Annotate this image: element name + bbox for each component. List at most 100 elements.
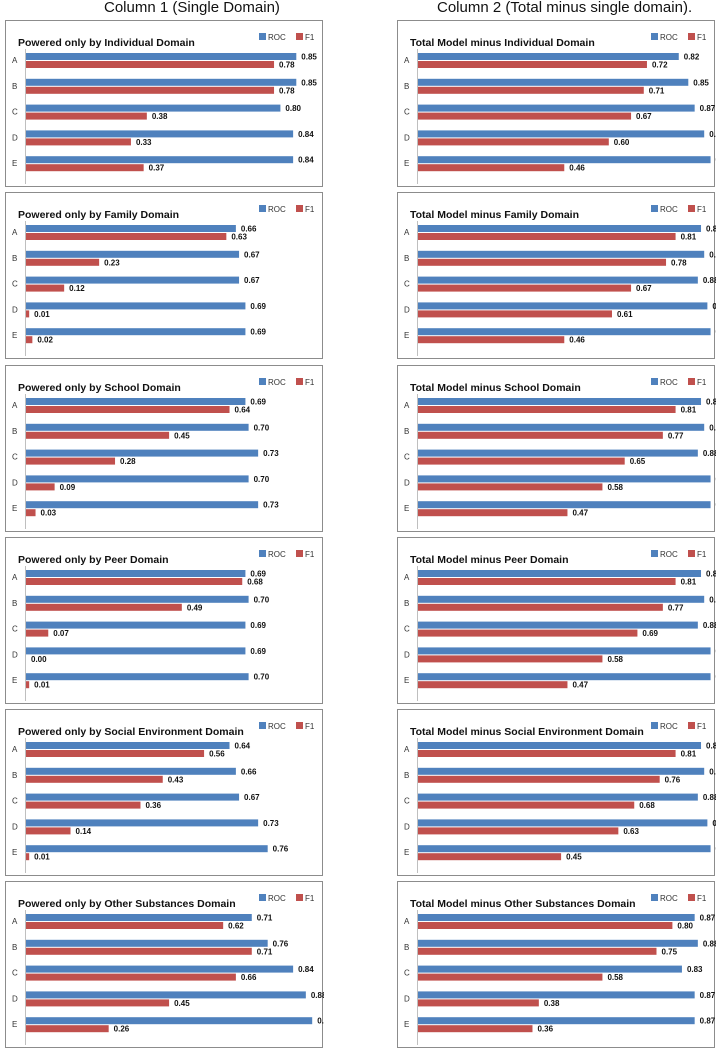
bar-f1 xyxy=(418,406,676,413)
category-label: E xyxy=(12,504,17,513)
bar-roc xyxy=(418,819,708,827)
data-label-roc: 0.66 xyxy=(241,767,257,776)
data-label-roc: 0.88 xyxy=(703,276,716,285)
category-label: E xyxy=(404,848,409,857)
bar-roc xyxy=(418,742,702,749)
data-label-roc: 0.76 xyxy=(273,939,289,948)
bar-f1 xyxy=(418,578,676,585)
legend-swatch-roc xyxy=(651,722,658,729)
category-label: E xyxy=(12,331,17,340)
chart-panel: Total Model minus Individual Domain ROC F1… xyxy=(397,20,716,187)
category-label: E xyxy=(404,676,409,685)
bar-roc xyxy=(26,647,246,655)
chart-legend: ROC F1 xyxy=(259,378,315,387)
bar-roc xyxy=(26,449,259,457)
bar-f1 xyxy=(26,284,65,292)
data-label-f1: 0.75 xyxy=(662,947,678,956)
data-label-f1: 0.68 xyxy=(247,578,263,587)
bar-f1 xyxy=(26,922,224,929)
category-label: C xyxy=(12,625,18,634)
category-label: C xyxy=(12,453,18,462)
data-label-f1: 0.01 xyxy=(34,853,50,862)
bar-f1 xyxy=(26,853,30,861)
data-label-f1: 0.07 xyxy=(53,629,69,638)
bar-f1 xyxy=(418,233,676,240)
category-label: B xyxy=(404,254,409,263)
data-label-roc: 0.70 xyxy=(254,423,270,432)
bar-f1 xyxy=(26,509,36,517)
data-label-f1: 0.71 xyxy=(257,947,273,956)
chart-panel: Total Model minus Family Domain ROC F1 A 0.8… xyxy=(397,192,716,359)
bar-chart: Powered only by School Domain ROC F1A 0.690… xyxy=(12,378,315,529)
data-label-roc: 0.69 xyxy=(250,570,266,579)
data-label-f1: 0.60 xyxy=(614,138,630,147)
chart-panel: Total Model minus Social Environment Dom… xyxy=(397,709,716,876)
chart-title: Total Model minus Peer Domain xyxy=(410,554,569,566)
data-label-f1: 0.46 xyxy=(569,336,585,345)
data-label-roc: 0.89 xyxy=(706,570,716,579)
data-label-roc: 0.83 xyxy=(687,965,703,974)
bar-roc xyxy=(418,328,711,336)
legend-label-f1: F1 xyxy=(697,378,707,387)
bar-f1 xyxy=(26,973,236,981)
category-label: B xyxy=(12,427,17,436)
chart-title: Powered only by Other Substances Domain xyxy=(18,898,236,910)
data-label-roc: 0.69 xyxy=(250,647,266,656)
bar-roc xyxy=(418,570,702,577)
bar-f1 xyxy=(418,973,603,981)
data-label-f1: 0.81 xyxy=(681,406,697,415)
category-label: B xyxy=(12,254,17,263)
data-label-f1: 0.63 xyxy=(623,827,639,836)
legend-swatch-roc xyxy=(651,378,658,385)
chart-legend: ROC F1 xyxy=(651,550,707,559)
bar-roc xyxy=(26,156,294,164)
legend-label-roc: ROC xyxy=(268,205,286,214)
bar-f1 xyxy=(26,603,182,611)
bar-f1 xyxy=(26,336,33,344)
data-label-f1: 0.47 xyxy=(572,509,588,518)
bar-roc xyxy=(26,965,294,973)
data-label-f1: 0.77 xyxy=(668,603,684,612)
category-label: A xyxy=(404,228,410,237)
category-label: B xyxy=(404,599,409,608)
legend-swatch-f1 xyxy=(688,378,695,385)
data-label-f1: 0.62 xyxy=(228,922,244,931)
data-label-f1: 0.58 xyxy=(607,655,623,664)
data-label-f1: 0.37 xyxy=(149,164,165,173)
data-label-roc: 0.90 xyxy=(709,130,716,139)
bar-f1 xyxy=(418,457,625,465)
category-label: A xyxy=(404,917,410,926)
bar-f1 xyxy=(418,86,644,94)
category-label: A xyxy=(12,573,18,582)
data-label-roc: 0.82 xyxy=(684,53,700,62)
bar-roc xyxy=(26,914,252,921)
legend-label-f1: F1 xyxy=(697,33,707,42)
data-label-f1: 0.46 xyxy=(569,164,585,173)
data-label-f1: 0.72 xyxy=(652,61,668,70)
bar-f1 xyxy=(26,310,30,318)
bar-chart: Powered only by Other Substances Domain R… xyxy=(12,894,324,1045)
category-label: A xyxy=(12,917,18,926)
category-label: B xyxy=(12,599,17,608)
bar-roc xyxy=(418,965,682,973)
bar-f1 xyxy=(26,457,116,465)
bar-chart: Powered only by Social Environment Domai… xyxy=(12,722,315,873)
bar-roc xyxy=(418,621,698,629)
bar-roc xyxy=(418,793,698,801)
bar-roc xyxy=(418,914,695,921)
bar-f1 xyxy=(26,164,144,172)
data-label-f1: 0.78 xyxy=(279,61,295,70)
legend-swatch-f1 xyxy=(688,550,695,557)
category-label: D xyxy=(12,994,18,1003)
bar-f1 xyxy=(26,827,71,835)
legend-label-f1: F1 xyxy=(697,205,707,214)
bar-roc xyxy=(418,423,705,431)
bar-f1 xyxy=(418,827,619,835)
bar-roc xyxy=(418,53,679,60)
category-label: A xyxy=(12,56,18,65)
chart-legend: ROC F1 xyxy=(651,205,707,214)
data-label-f1: 0.23 xyxy=(104,258,120,267)
legend-swatch-f1 xyxy=(296,378,303,385)
bar-roc xyxy=(418,156,711,164)
bar-f1 xyxy=(418,853,562,861)
